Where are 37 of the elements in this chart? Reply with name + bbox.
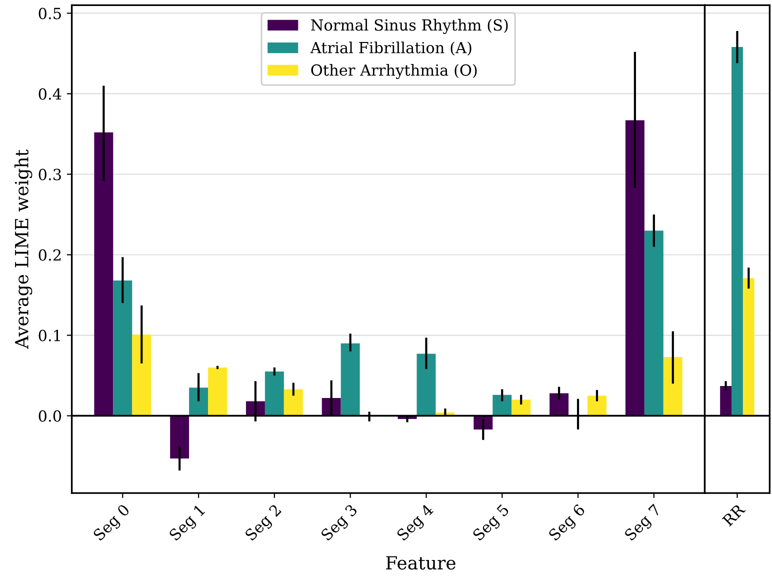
bar <box>663 357 682 416</box>
y-tick-label: 0.3 <box>38 168 61 180</box>
bar <box>94 132 114 416</box>
bar <box>492 394 512 416</box>
bar <box>264 371 284 416</box>
bar <box>189 388 208 416</box>
bar <box>644 230 664 416</box>
legend-label: Atrial Fibrillation (A) <box>310 42 472 56</box>
x-tick-label: RR <box>722 502 746 527</box>
x-tick-label: Seg 3 <box>320 504 360 544</box>
y-tick-label: 0.4 <box>38 88 62 100</box>
y-tick-label: 0.5 <box>38 8 61 20</box>
y-tick-label: 0.0 <box>38 410 62 422</box>
y-tick-label: 0.2 <box>38 249 61 261</box>
bar <box>512 400 531 416</box>
legend-label: Other Arrhythmia (O) <box>311 64 477 80</box>
x-axis-title: Feature <box>386 556 456 570</box>
x-tick-label: Seg 6 <box>548 503 588 544</box>
bar <box>588 396 606 416</box>
x-tick-label: Seg 4 <box>396 503 436 544</box>
bar <box>208 367 227 416</box>
bar <box>170 416 190 458</box>
bar <box>416 354 436 416</box>
bar <box>550 393 569 416</box>
bar <box>284 389 303 416</box>
x-tick-label: Seg 2 <box>244 504 284 544</box>
x-tick-label: Seg 7 <box>624 504 664 544</box>
x-tick-label: Seg 1 <box>168 504 208 544</box>
bar <box>625 120 644 416</box>
x-tick-label: Seg 0 <box>92 504 132 544</box>
legend-label: Normal Sinus Rhythm (S) <box>311 18 508 34</box>
x-tick-label: Seg 5 <box>472 504 512 544</box>
bar <box>113 280 132 416</box>
y-axis-title: Average LIME weight <box>14 150 32 349</box>
bar <box>340 343 360 416</box>
bar <box>132 334 152 416</box>
y-tick-label: 0.1 <box>38 330 60 342</box>
